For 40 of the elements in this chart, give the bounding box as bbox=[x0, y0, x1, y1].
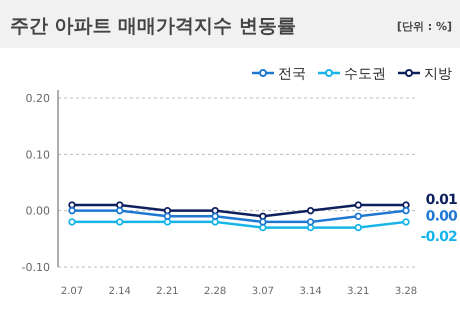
point bbox=[116, 206, 124, 214]
point bbox=[164, 206, 172, 214]
y-tick-label: 0.10 bbox=[26, 148, 50, 162]
point bbox=[68, 218, 76, 226]
point bbox=[116, 201, 124, 209]
x-tick-label: 2.28 bbox=[204, 286, 226, 297]
y-tick-label: 0.20 bbox=[26, 92, 50, 105]
point bbox=[402, 206, 410, 214]
point bbox=[259, 224, 267, 232]
point bbox=[211, 206, 219, 214]
legend-label: 전국 bbox=[278, 66, 306, 82]
point bbox=[259, 218, 267, 226]
point bbox=[116, 218, 124, 226]
data-label: 0.01 bbox=[426, 192, 458, 208]
x-tick-label: 3.28 bbox=[394, 286, 418, 297]
data-label: -0.02 bbox=[420, 228, 458, 245]
y-tick-label: 0.00 bbox=[26, 204, 50, 218]
data-label: 0.00 bbox=[426, 208, 458, 225]
point bbox=[259, 212, 267, 220]
point bbox=[164, 212, 172, 220]
point bbox=[354, 201, 362, 209]
chart-title: 주간 아파트 매매가격지수 변동률 bbox=[10, 15, 296, 37]
x-tick-label: 2.07 bbox=[60, 286, 84, 297]
point bbox=[306, 218, 314, 226]
point bbox=[402, 218, 410, 226]
x-tick-label: 2.21 bbox=[156, 286, 179, 297]
text: [단위 : %] bbox=[396, 20, 452, 33]
x-tick-label: 2.14 bbox=[108, 286, 131, 297]
point bbox=[211, 218, 219, 226]
x-tick-label: 3.07 bbox=[252, 286, 274, 297]
point bbox=[68, 206, 76, 214]
y-tick-label: -0.10 bbox=[22, 261, 50, 274]
legend-label: 수도권 bbox=[344, 66, 386, 82]
x-tick-label: 3.21 bbox=[347, 286, 370, 297]
point bbox=[354, 224, 362, 232]
point bbox=[211, 212, 219, 220]
point bbox=[306, 206, 314, 214]
legend-label: 지방 bbox=[424, 66, 452, 82]
x-tick-label: 3.14 bbox=[299, 286, 322, 297]
point bbox=[354, 212, 362, 220]
